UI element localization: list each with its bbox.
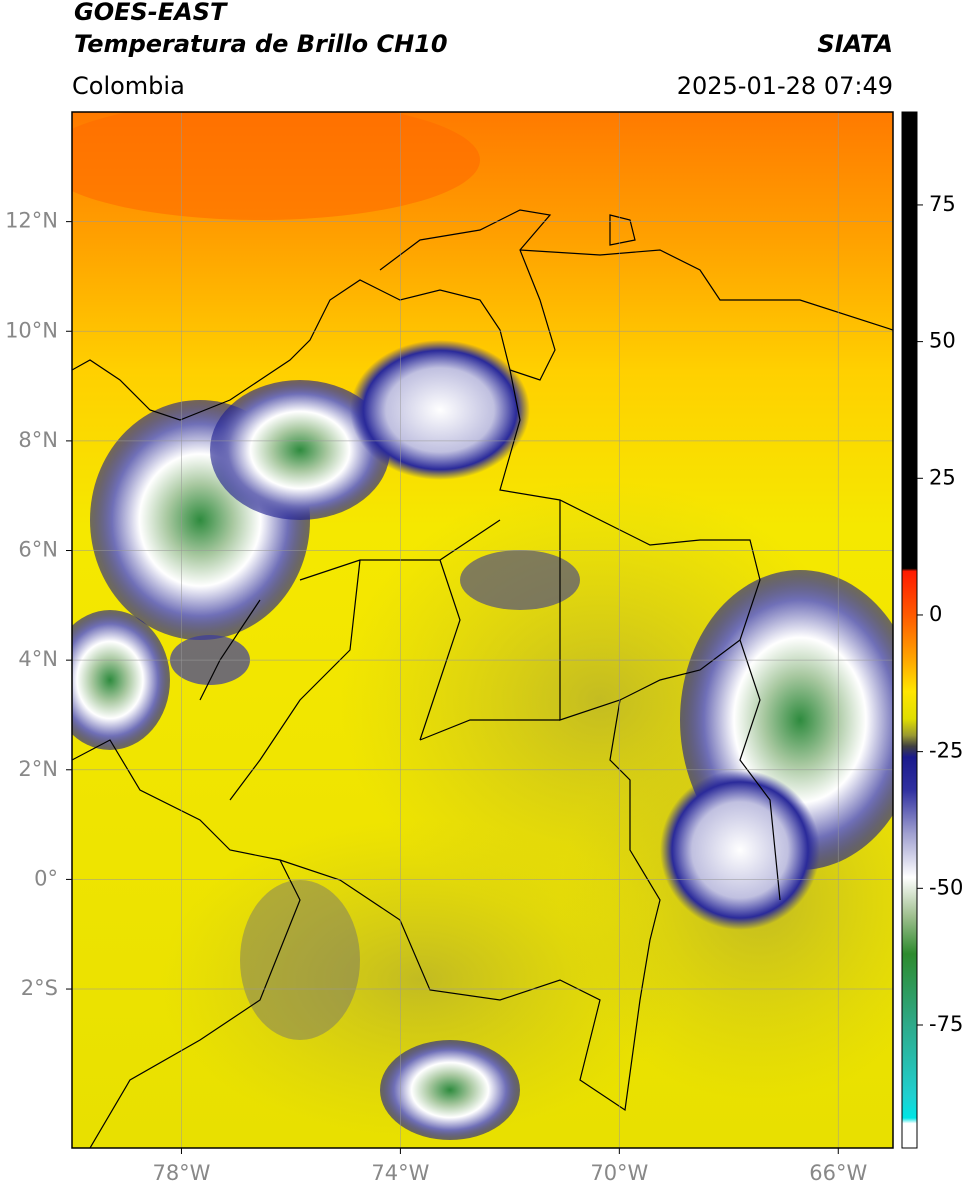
satellite-image <box>72 112 893 1148</box>
x-tick-label: 74°W <box>371 1161 429 1185</box>
colorbar-tick-label: -50 <box>929 875 963 899</box>
colorbar-tick-label: 0 <box>929 602 942 626</box>
colorbar-tick-label: 50 <box>929 329 956 353</box>
title: GOES-EAST <box>74 0 228 26</box>
x-tick-label: 66°W <box>809 1161 867 1185</box>
y-tick-label: 12°N <box>5 209 58 233</box>
colorbar-tick-label: 25 <box>929 465 956 489</box>
y-tick-label: 10°N <box>5 318 58 342</box>
x-tick-label: 78°W <box>152 1161 210 1185</box>
colorbar-tick-label: -25 <box>929 739 963 763</box>
subtitle: Temperatura de Brillo CH10 <box>74 30 448 58</box>
y-tick-label: 8°N <box>18 428 58 452</box>
y-tick-label: 0° <box>34 866 58 890</box>
colorbar <box>901 111 918 1149</box>
y-tick-label: 4°N <box>18 647 58 671</box>
colorbar-tick-label: 75 <box>929 192 956 216</box>
region: Colombia <box>72 72 185 100</box>
map-frame <box>71 111 894 1149</box>
datetime: 2025-01-28 07:49 <box>677 72 893 100</box>
y-tick-label: 2°S <box>21 976 58 1000</box>
y-tick-label: 6°N <box>18 538 58 562</box>
source: SIATA <box>817 30 893 58</box>
x-tick-label: 70°W <box>590 1161 648 1185</box>
colorbar-tick-label: -75 <box>929 1012 963 1036</box>
y-tick-label: 2°N <box>18 757 58 781</box>
